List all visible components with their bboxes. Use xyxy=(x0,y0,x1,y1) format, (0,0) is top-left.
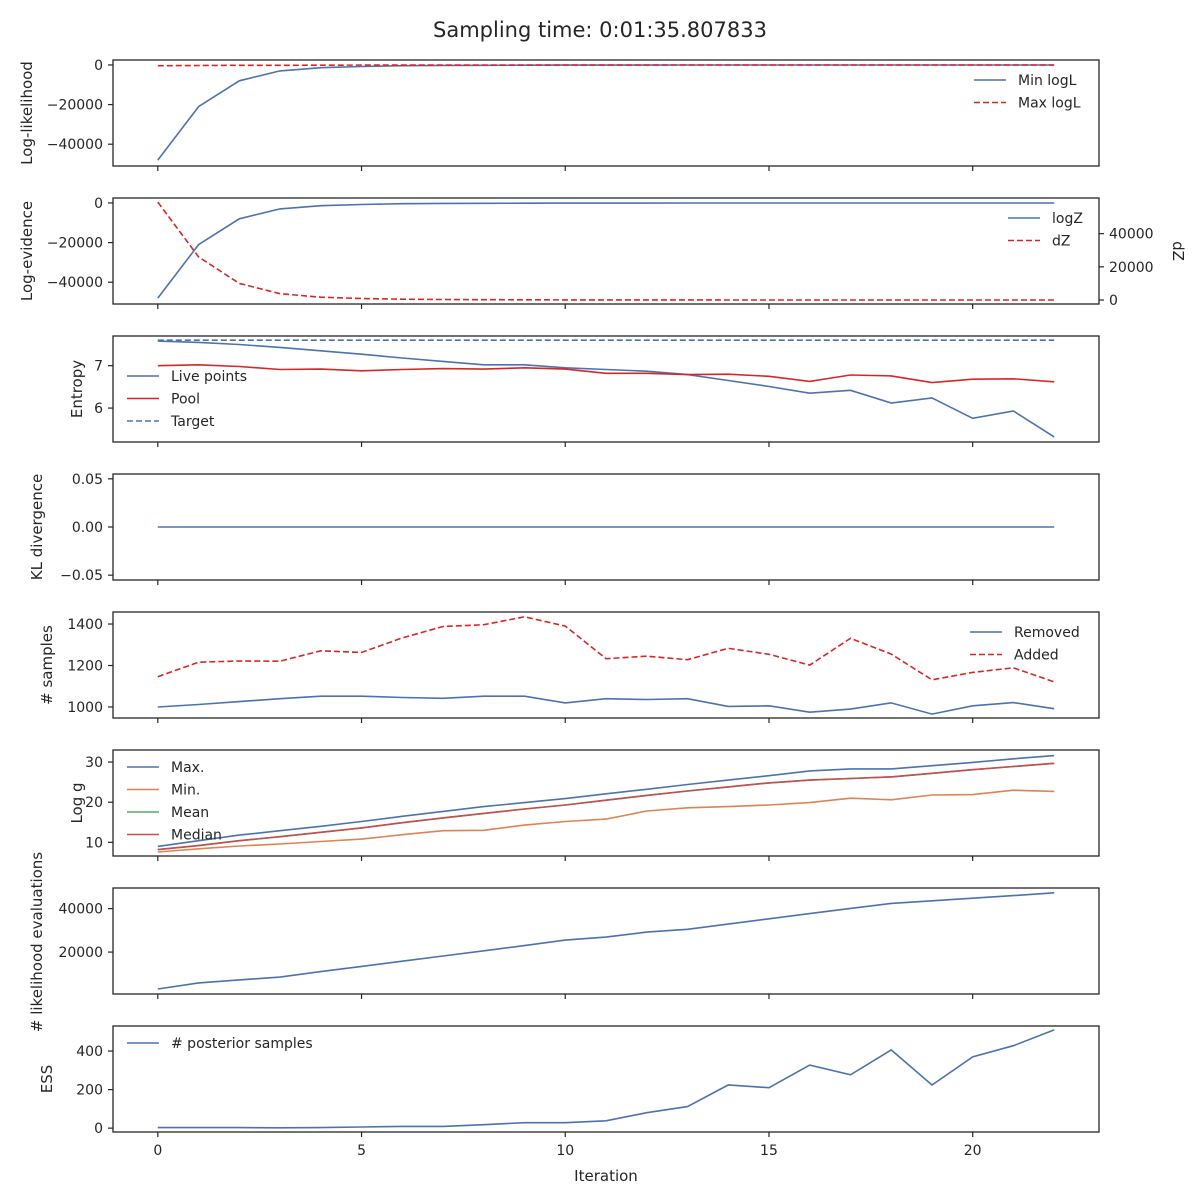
panel-7-y-axis-label: # likelihood evaluations xyxy=(28,852,46,1032)
panel-1-legend-min-logl-label: Min logL xyxy=(1018,73,1077,89)
panel-8-axes-frame xyxy=(112,1025,1100,1133)
panel-8-y-axis-label: ESS xyxy=(38,1065,56,1094)
panel-2-series-dz-line xyxy=(157,201,1055,301)
panel-5-ytick-label: 1000 xyxy=(67,700,103,716)
panel-3-series-live-points-line xyxy=(157,340,1055,438)
panel-6-series-median-line xyxy=(157,762,1055,851)
panel-3-series-pool-line xyxy=(157,363,1055,384)
panel-6-ytick-label: 10 xyxy=(85,835,103,851)
panel-8-xtick-label: 10 xyxy=(556,1143,574,1159)
panel-8-series-posterior-samples-line xyxy=(157,1029,1055,1129)
panel-3-legend-target-label: Target xyxy=(170,414,215,430)
panel-1-ytick-label: −20000 xyxy=(47,98,103,114)
panel-5-y-axis-label: # samples xyxy=(38,625,56,705)
panel-5-legend-added-label: Added xyxy=(1014,648,1059,664)
panel-1-ytick-label: 0 xyxy=(94,58,103,74)
panel-1-series-max-logl-line xyxy=(157,64,1055,67)
panel-3-ytick-label: 7 xyxy=(94,359,103,375)
panel-5-axes-frame xyxy=(112,611,1100,719)
panel-4-y-axis-label: KL divergence xyxy=(28,474,46,580)
panel-4-ytick-label: 0.00 xyxy=(72,520,103,536)
panel-6-legend-mean-label: Mean xyxy=(171,805,209,821)
panel-8-ytick-label: 0 xyxy=(94,1121,103,1137)
panel-2-y2tick-label: 0 xyxy=(1109,293,1118,309)
panel-2-series-logz-line xyxy=(157,202,1055,299)
panel-6-legend-min-label: Min. xyxy=(171,783,200,799)
figure-title: Sampling time: 0:01:35.807833 xyxy=(433,18,767,42)
panel-8-xtick-label: 5 xyxy=(357,1143,366,1159)
panel-2-y2tick-label: 20000 xyxy=(1109,260,1154,276)
panel-6-series-min-line xyxy=(157,789,1055,853)
panel-5-ytick-label: 1200 xyxy=(67,659,103,675)
panel-3-axes-frame xyxy=(112,335,1100,443)
panel-2-ytick-label: −40000 xyxy=(47,275,103,291)
panel-2-ytick-label: −20000 xyxy=(47,236,103,252)
panel-3-legend-live-points-label: Live points xyxy=(171,369,247,385)
panel-1-ytick-label: −40000 xyxy=(47,137,103,153)
panel-8-xtick-label: 0 xyxy=(153,1143,162,1159)
panel-7-series-line-line xyxy=(157,892,1055,990)
panel-5-series-removed-line xyxy=(157,695,1055,715)
panel-4-ytick-label: −0.05 xyxy=(60,568,103,584)
panel-5-legend-removed-label: Removed xyxy=(1014,625,1080,641)
panel-2-ytick-label: 0 xyxy=(94,196,103,212)
panel-6-legend-max-label: Max. xyxy=(171,760,204,776)
panel-6-y-axis-label: Log g xyxy=(68,782,86,823)
panel-2-axes-frame xyxy=(112,197,1100,305)
panel-5-ytick-label: 1400 xyxy=(67,617,103,633)
panel-3-legend-pool-label: Pool xyxy=(171,392,200,408)
panel-1-y-axis-label: Log-likelihood xyxy=(18,61,36,165)
panel-8-legend-posterior-samples-label: # posterior samples xyxy=(171,1036,313,1052)
panel-6-axes-frame xyxy=(112,749,1100,857)
panel-4-ytick-label: 0.05 xyxy=(72,472,103,488)
panel-7-ytick-label: 40000 xyxy=(58,902,103,918)
panel-6-ytick-label: 30 xyxy=(85,755,103,771)
panel-1-legend-max-logl-label: Max logL xyxy=(1018,96,1081,112)
panel-2-legend-logz-label: logZ xyxy=(1052,211,1083,227)
panel-2-y2-axis-label: dZ xyxy=(1169,241,1187,261)
panel-2-y2tick-label: 40000 xyxy=(1109,227,1154,243)
panel-6-series-mean-line xyxy=(157,762,1055,851)
panel-3-ytick-label: 6 xyxy=(94,401,103,417)
panel-5-series-added-line xyxy=(157,615,1055,683)
panel-6-series-max-line xyxy=(157,754,1055,848)
panel-8-ytick-label: 400 xyxy=(76,1044,103,1060)
panel-8-x-axis-label: Iteration xyxy=(574,1167,638,1185)
panel-8-ytick-label: 200 xyxy=(76,1083,103,1099)
panel-8-xtick-label: 20 xyxy=(964,1143,982,1159)
panel-1-axes-frame xyxy=(112,59,1100,167)
panel-2-legend-dz-label: dZ xyxy=(1052,234,1070,250)
panel-6-ytick-label: 20 xyxy=(85,795,103,811)
panel-2-y-axis-label: Log-evidence xyxy=(18,201,36,301)
panel-3-y-axis-label: Entropy xyxy=(68,360,86,418)
panel-1-series-min-logl-line xyxy=(157,64,1055,161)
panel-7-ytick-label: 20000 xyxy=(58,945,103,961)
panel-7-axes-frame xyxy=(112,887,1100,995)
panel-6-legend-median-label: Median xyxy=(171,828,222,844)
panel-8-xtick-label: 15 xyxy=(760,1143,778,1159)
